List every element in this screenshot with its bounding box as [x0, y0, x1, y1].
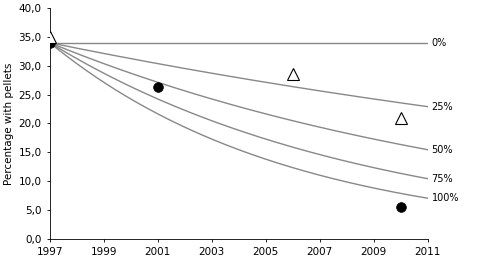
Text: 0%: 0%: [432, 38, 447, 48]
Text: 100%: 100%: [432, 193, 459, 203]
Y-axis label: Percentage with pellets: Percentage with pellets: [4, 62, 14, 185]
Text: 75%: 75%: [432, 174, 454, 184]
Text: 50%: 50%: [432, 145, 453, 155]
Text: 25%: 25%: [432, 102, 454, 112]
